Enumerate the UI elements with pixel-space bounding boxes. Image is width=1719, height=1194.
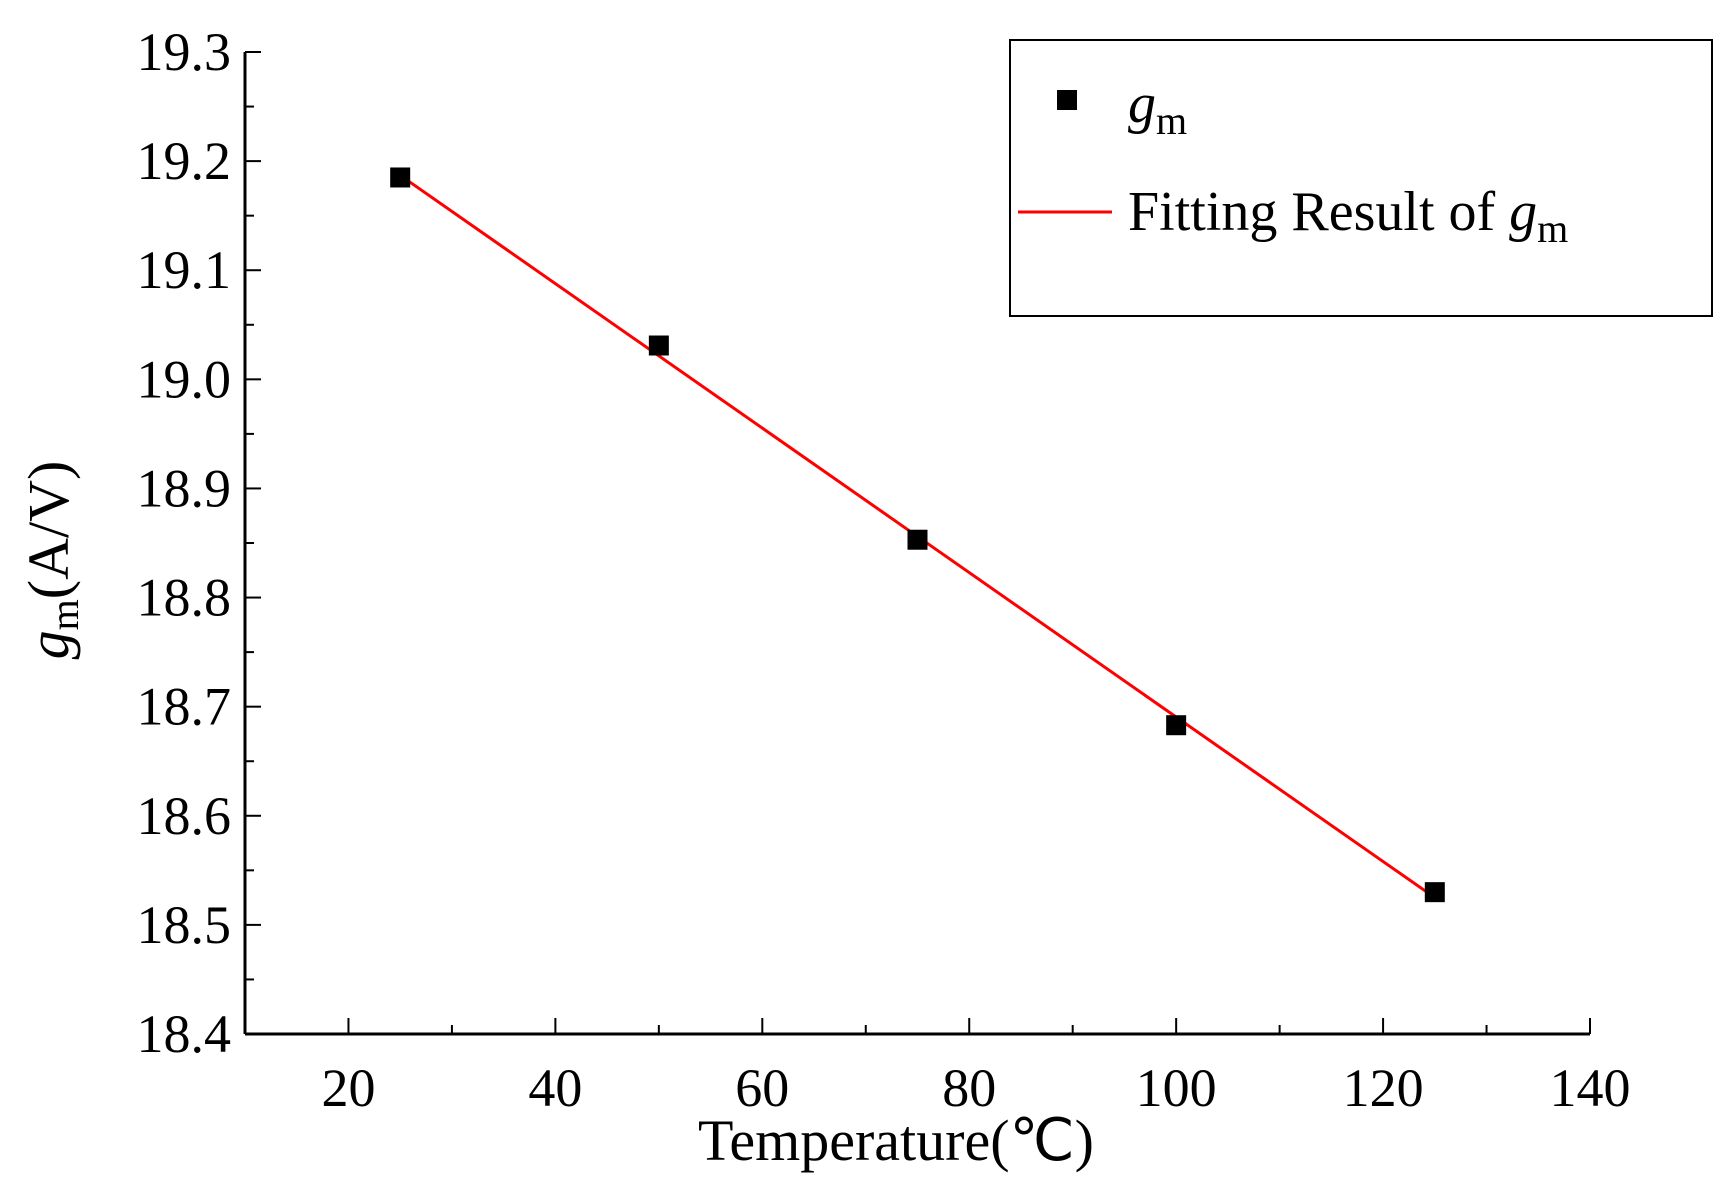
x-tick-label: 100 — [1136, 1058, 1217, 1118]
x-tick-label: 120 — [1343, 1058, 1424, 1118]
data-point — [1424, 882, 1445, 903]
x-tick-label: 20 — [321, 1058, 375, 1118]
series — [390, 167, 1445, 903]
legend: gm Fitting Result of gm — [1009, 39, 1713, 317]
y-tick-label: 19.3 — [137, 22, 232, 82]
x-tick-label: 40 — [528, 1058, 582, 1118]
legend-entry-gm: gm — [1128, 73, 1187, 143]
y-tick-label: 18.9 — [137, 458, 232, 518]
x-axis-title: Temperature(℃) — [698, 1108, 1094, 1173]
legend-marker-square — [1057, 90, 1077, 110]
y-tick-label: 18.7 — [137, 677, 232, 737]
y-tick-label: 19.2 — [137, 131, 232, 191]
y-tick-label: 18.8 — [137, 568, 232, 628]
legend-box — [1009, 39, 1713, 317]
y-axis-title: gm(A/V) — [16, 461, 87, 660]
y-tick-label: 18.4 — [137, 1004, 232, 1064]
data-point — [390, 167, 411, 188]
y-tick-label: 18.5 — [137, 895, 232, 955]
ticks: 20 40 60 80 100 120 140 18.4 18.5 18.6 18.7 18.8 18.… — [137, 22, 1631, 1118]
y-tick-label: 19.0 — [137, 349, 232, 409]
data-point — [907, 529, 928, 550]
y-tick-label: 19.1 — [137, 240, 232, 300]
data-point — [1166, 715, 1187, 736]
x-tick-label: 80 — [942, 1058, 996, 1118]
x-tick-label: 140 — [1550, 1058, 1631, 1118]
y-tick-label: 18.6 — [137, 786, 232, 846]
legend-entry-fit: Fitting Result of gm — [1128, 181, 1568, 251]
data-point — [648, 335, 669, 356]
x-tick-label: 60 — [735, 1058, 789, 1118]
